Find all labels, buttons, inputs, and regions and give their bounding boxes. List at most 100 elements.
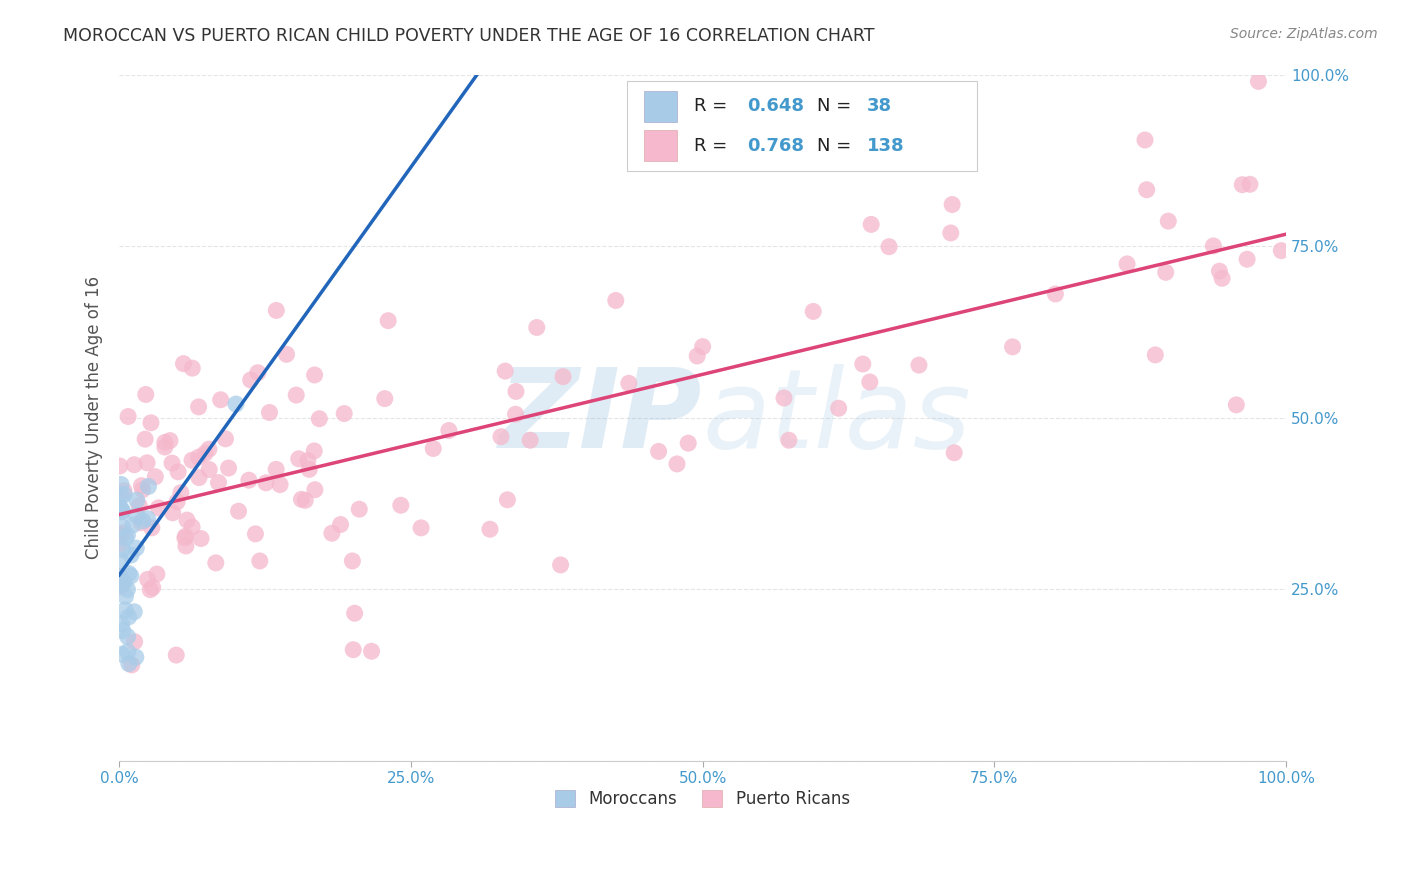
Point xyxy=(1154,265,1177,279)
Point xyxy=(877,240,900,254)
Text: MOROCCAN VS PUERTO RICAN CHILD POVERTY UNDER THE AGE OF 16 CORRELATION CHART: MOROCCAN VS PUERTO RICAN CHILD POVERTY U… xyxy=(63,27,875,45)
Point xyxy=(374,392,396,406)
Point xyxy=(131,478,153,492)
Point xyxy=(112,487,135,501)
Point xyxy=(1136,183,1159,197)
Point xyxy=(128,499,150,513)
Point xyxy=(225,397,247,411)
Point xyxy=(117,630,139,644)
Point xyxy=(111,624,134,638)
Point xyxy=(120,569,142,583)
Point xyxy=(114,603,136,617)
Point xyxy=(939,226,962,240)
Point xyxy=(437,424,460,438)
Text: 38: 38 xyxy=(868,97,893,115)
Point xyxy=(342,642,364,657)
Point xyxy=(526,320,548,334)
Point xyxy=(1247,74,1270,88)
Text: N =: N = xyxy=(817,97,856,115)
Point xyxy=(852,357,875,371)
Point xyxy=(1133,133,1156,147)
Point xyxy=(204,556,226,570)
Point xyxy=(122,458,145,472)
Point xyxy=(285,388,308,402)
Point xyxy=(494,364,516,378)
Point xyxy=(1116,257,1139,271)
Point xyxy=(188,470,211,484)
Point xyxy=(111,504,134,518)
Point xyxy=(290,492,312,507)
Point xyxy=(297,453,319,467)
Point xyxy=(131,514,153,528)
Point xyxy=(302,444,325,458)
Point xyxy=(1211,271,1233,285)
Point xyxy=(1208,264,1230,278)
Point xyxy=(108,569,131,583)
Point xyxy=(125,650,148,665)
Point xyxy=(124,634,146,648)
Point xyxy=(214,432,236,446)
Point xyxy=(207,475,229,490)
Point xyxy=(389,498,412,512)
Point xyxy=(194,446,217,460)
Point xyxy=(120,548,142,562)
Point xyxy=(117,610,139,624)
Point xyxy=(519,434,541,448)
Point xyxy=(209,392,232,407)
Point xyxy=(249,554,271,568)
Point xyxy=(111,520,134,534)
Point xyxy=(135,387,157,401)
Point xyxy=(108,569,131,583)
Point xyxy=(605,293,627,308)
Point xyxy=(108,500,131,514)
Text: Source: ZipAtlas.com: Source: ZipAtlas.com xyxy=(1230,27,1378,41)
Point xyxy=(333,407,356,421)
Text: 0.768: 0.768 xyxy=(747,136,804,154)
Point xyxy=(160,456,183,470)
Point xyxy=(142,581,165,595)
Point xyxy=(117,582,139,597)
Point xyxy=(139,582,162,597)
Point xyxy=(176,513,198,527)
Point xyxy=(304,483,326,497)
Point xyxy=(496,492,519,507)
Point xyxy=(121,657,143,672)
Point xyxy=(129,516,152,530)
FancyBboxPatch shape xyxy=(644,91,676,122)
Text: R =: R = xyxy=(695,97,734,115)
Text: 138: 138 xyxy=(868,136,904,154)
Point xyxy=(859,375,882,389)
Point xyxy=(117,528,139,542)
Point xyxy=(1144,348,1167,362)
Point xyxy=(108,527,131,541)
Point xyxy=(136,456,159,470)
Point xyxy=(110,501,132,516)
Point xyxy=(170,485,193,500)
Point xyxy=(153,440,176,454)
Point xyxy=(551,369,574,384)
Point xyxy=(187,400,209,414)
Point xyxy=(647,444,669,458)
Point xyxy=(198,462,221,476)
Point xyxy=(139,416,162,430)
Point xyxy=(136,573,159,587)
Point xyxy=(125,541,148,555)
Point xyxy=(778,434,800,448)
Point xyxy=(146,567,169,582)
Legend: Moroccans, Puerto Ricans: Moroccans, Puerto Ricans xyxy=(548,783,856,814)
Point xyxy=(422,442,444,456)
Point xyxy=(860,218,883,232)
Point xyxy=(1157,214,1180,228)
Point xyxy=(550,558,572,572)
Point xyxy=(666,457,689,471)
FancyBboxPatch shape xyxy=(644,130,676,161)
Point xyxy=(190,532,212,546)
Text: 0.648: 0.648 xyxy=(747,97,804,115)
Point xyxy=(1232,178,1254,192)
Point xyxy=(148,500,170,515)
Point xyxy=(1202,239,1225,253)
Point xyxy=(1045,287,1067,301)
Point xyxy=(266,303,288,318)
Point xyxy=(941,197,963,211)
Point xyxy=(110,490,132,504)
